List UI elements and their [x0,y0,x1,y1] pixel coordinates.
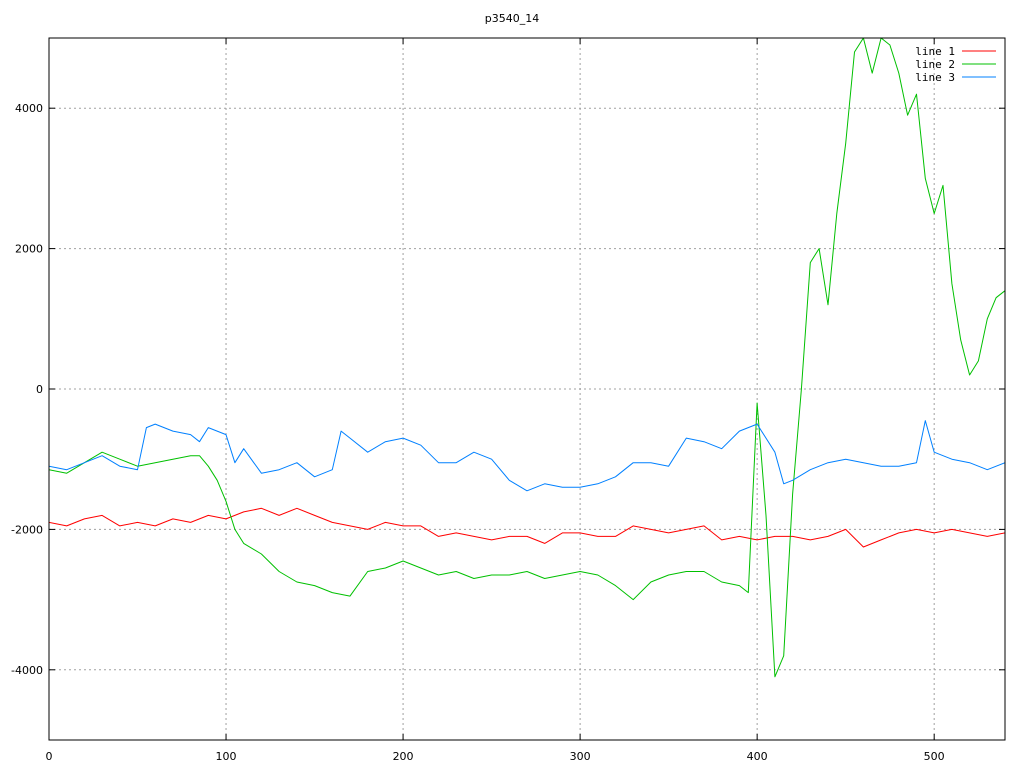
y-tick-label: -2000 [11,523,43,536]
legend-label-1: line 1 [915,45,955,58]
series-layer [49,38,1005,678]
x-tick-label: 200 [393,750,414,763]
x-tick-label: 500 [924,750,945,763]
y-tick-label: 4000 [15,102,43,115]
grid [49,38,1005,740]
legend-label-2: line 2 [915,58,955,71]
legend-label-3: line 3 [915,71,955,84]
series-line-1 [49,507,1005,548]
y-tick-label: -4000 [11,664,43,677]
chart-title: p3540_14 [485,12,539,25]
y-tick-label: 2000 [15,243,43,256]
plot-frame [48,37,1006,741]
x-tick-label: 400 [747,750,768,763]
axis-ticks: 0 100 200 300 400 500 -4000 -2000 0 2000 4000 [11,38,1005,763]
x-tick-label: 100 [216,750,237,763]
series-line-3 [49,420,1005,492]
x-tick-label: 300 [570,750,591,763]
y-tick-label: 0 [36,383,43,396]
series-line-2 [49,38,1005,678]
x-tick-label: 0 [46,750,53,763]
